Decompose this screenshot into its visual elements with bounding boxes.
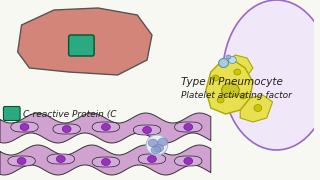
Polygon shape: [224, 55, 253, 76]
Ellipse shape: [219, 58, 228, 68]
Ellipse shape: [17, 158, 26, 165]
Ellipse shape: [184, 123, 193, 130]
Ellipse shape: [151, 146, 161, 154]
Polygon shape: [8, 156, 35, 166]
Ellipse shape: [254, 105, 262, 111]
Text: C-reactive Protein (C: C-reactive Protein (C: [22, 109, 116, 118]
Ellipse shape: [148, 156, 156, 163]
Ellipse shape: [20, 123, 29, 130]
Ellipse shape: [184, 158, 193, 165]
Polygon shape: [138, 154, 166, 164]
Ellipse shape: [101, 159, 110, 165]
Ellipse shape: [101, 123, 110, 130]
Polygon shape: [47, 154, 75, 164]
Polygon shape: [92, 122, 120, 132]
Polygon shape: [53, 124, 80, 134]
Ellipse shape: [146, 135, 168, 155]
Ellipse shape: [221, 83, 239, 97]
Polygon shape: [240, 95, 273, 122]
Text: Platelet activating factor: Platelet activating factor: [181, 91, 292, 100]
Ellipse shape: [217, 97, 224, 103]
Ellipse shape: [226, 55, 231, 59]
Ellipse shape: [158, 138, 168, 146]
Ellipse shape: [240, 93, 247, 99]
Polygon shape: [0, 113, 211, 143]
Ellipse shape: [62, 125, 71, 132]
Polygon shape: [133, 125, 161, 135]
FancyBboxPatch shape: [4, 107, 20, 120]
Ellipse shape: [234, 69, 241, 75]
Ellipse shape: [223, 0, 320, 150]
Ellipse shape: [56, 156, 65, 163]
Polygon shape: [174, 156, 202, 166]
Ellipse shape: [212, 75, 219, 81]
Ellipse shape: [228, 57, 236, 64]
Text: Type II Pneumocyte: Type II Pneumocyte: [181, 77, 283, 87]
Polygon shape: [174, 122, 202, 132]
FancyBboxPatch shape: [68, 35, 94, 56]
Polygon shape: [0, 145, 211, 175]
Ellipse shape: [148, 139, 158, 147]
Ellipse shape: [154, 144, 164, 152]
Polygon shape: [11, 122, 38, 132]
Ellipse shape: [143, 127, 151, 134]
Polygon shape: [206, 60, 253, 114]
Polygon shape: [18, 8, 152, 75]
Polygon shape: [92, 157, 120, 167]
